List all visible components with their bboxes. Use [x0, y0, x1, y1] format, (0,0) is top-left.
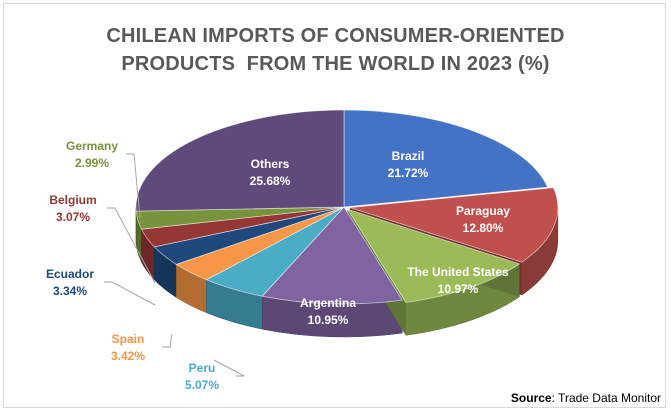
label-paraguay: Paraguay [456, 204, 510, 218]
pie-labels: Brazil 21.72% Paraguay 12.80% The United Sta… [46, 139, 510, 392]
label-the-united-states: The United States [407, 265, 509, 279]
leader-line-peru [213, 359, 245, 377]
value-peru: 5.07% [185, 378, 219, 392]
label-argentina: Argentina [300, 296, 356, 310]
label-germany: Germany [66, 139, 118, 153]
value-the-united-states: 10.97% [438, 282, 479, 296]
leader-line-ecuador [104, 281, 156, 306]
source-text: : Trade Data Monitor [551, 391, 661, 405]
value-belgium: 3.07% [56, 210, 90, 224]
value-ecuador: 3.34% [53, 284, 87, 298]
chart-title-line-2: PRODUCTS FROM THE WORLD IN 2023 (%) [121, 53, 550, 75]
chart-title-line-1: CHILEAN IMPORTS OF CONSUMER-ORIENTED [106, 25, 565, 47]
label-brazil: Brazil [392, 149, 425, 163]
pie-slice-the-united-states [346, 208, 521, 303]
leader-line-spain [162, 333, 173, 348]
pie-slice-others [135, 109, 345, 212]
leader-line-belgium [107, 207, 156, 284]
value-germany: 2.99% [75, 156, 109, 170]
value-paraguay: 12.80% [463, 221, 504, 235]
source-note: Source: Trade Data Monitor [511, 391, 661, 405]
value-argentina: 10.95% [308, 313, 349, 327]
source-label: Source [510, 391, 552, 405]
value-brazil: 21.72% [388, 166, 429, 180]
label-others: Others [251, 157, 290, 171]
label-spain: Spain [112, 332, 145, 346]
label-belgium: Belgium [49, 193, 96, 207]
label-ecuador: Ecuador [46, 267, 94, 281]
pie-slice-paraguay [349, 187, 559, 263]
value-others: 25.68% [250, 174, 291, 188]
pie-slice-argentina [261, 206, 403, 305]
pie-tops [135, 109, 559, 305]
pie-slice-brazil [343, 109, 549, 208]
chart-title: CHILEAN IMPORTS OF CONSUMER-ORIENTED PRO… [0, 22, 671, 78]
leader-line-germany [126, 153, 141, 219]
value-spain: 3.42% [111, 349, 145, 363]
label-peru: Peru [189, 361, 216, 375]
